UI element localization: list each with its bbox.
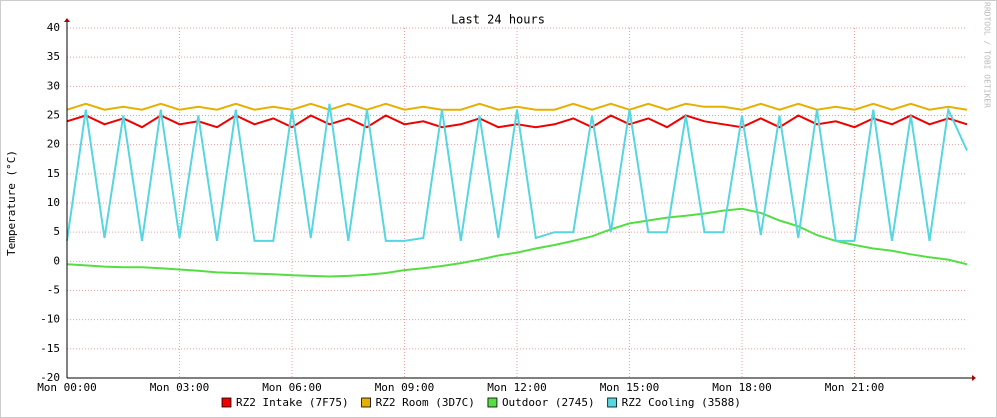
y-tick-label: 5 — [53, 225, 60, 238]
legend-swatch — [361, 397, 371, 408]
x-tick-label: Mon 06:00 — [262, 381, 322, 394]
x-tick-label: Mon 00:00 — [37, 381, 97, 394]
y-tick-label: 15 — [47, 167, 60, 180]
x-tick-label: Mon 03:00 — [150, 381, 210, 394]
series-line — [66, 114, 968, 129]
legend-label: Outdoor (2745) — [502, 396, 595, 409]
legend: RZ2 Intake (7F75) RZ2 Room (3D7C) Outdoor … — [221, 396, 741, 409]
legend-label: RZ2 Intake (7F75) — [236, 396, 349, 409]
y-tick-label: 20 — [47, 138, 60, 151]
legend-swatch — [221, 397, 232, 408]
x-tick-label: Mon 21:00 — [825, 381, 885, 394]
x-arrow — [972, 375, 976, 381]
y-tick-label: 25 — [47, 109, 60, 122]
y-tick-label: 40 — [47, 21, 60, 34]
y-tick-label: 35 — [47, 50, 60, 63]
y-tick-label: -15 — [40, 342, 60, 355]
y-tick-label: -5 — [47, 284, 60, 297]
y-arrow — [64, 18, 70, 22]
y-axis-label: Temperature (°C) — [5, 150, 18, 256]
legend-label: RZ2 Cooling (3588) — [622, 396, 741, 409]
x-tick-label: Mon 18:00 — [712, 381, 772, 394]
legend-label: RZ2 Room (3D7C) — [376, 396, 475, 409]
chart-title: Last 24 hours — [451, 13, 545, 27]
y-tick-label: -20 — [40, 371, 60, 384]
x-tick-label: Mon 09:00 — [375, 381, 435, 394]
watermark: RRDTOOL / TOBI OETIKER — [983, 2, 992, 108]
series-line — [66, 103, 968, 242]
y-tick-label: 30 — [47, 79, 60, 92]
legend-swatch — [607, 397, 618, 408]
x-tick-label: Mon 15:00 — [600, 381, 660, 394]
x-tick-label: Mon 12:00 — [487, 381, 547, 394]
plot — [66, 102, 968, 278]
y-tick-label: 0 — [53, 254, 60, 267]
legend-swatch — [487, 397, 498, 408]
y-tick-label: 10 — [47, 196, 60, 209]
series-line — [66, 207, 968, 278]
y-tick-label: -10 — [40, 313, 60, 326]
